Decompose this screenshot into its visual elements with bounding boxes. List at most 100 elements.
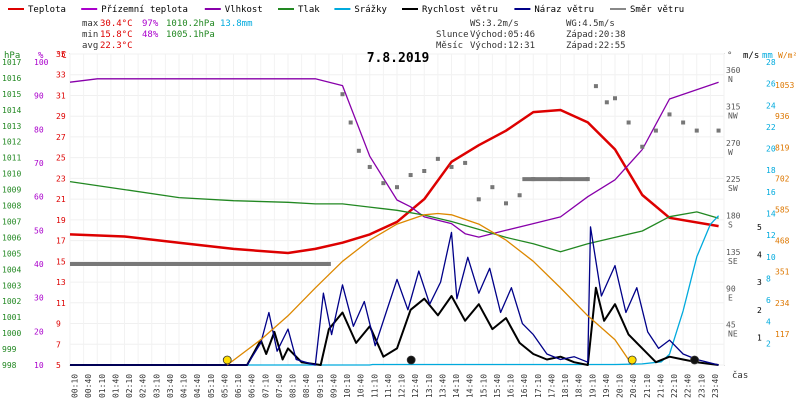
axis-wm2-unit: W/m² xyxy=(778,51,797,60)
x-tick-label: 04:10 xyxy=(180,374,189,398)
axis-wm2-tick: 117 xyxy=(775,330,790,339)
series-wind-dir-point xyxy=(348,120,353,125)
stats-avg-temp: 22.3°C xyxy=(100,41,133,51)
grid xyxy=(69,53,725,366)
series-teplota xyxy=(69,108,719,255)
axis-pct-tick: 10 xyxy=(34,361,44,370)
series-wind-dir-point xyxy=(367,164,372,169)
axis-hpa-unit: hPa xyxy=(4,51,20,61)
axis-dir-label: SE xyxy=(728,257,738,266)
x-tick-label: 18:10 xyxy=(561,374,570,398)
x-tick-label: 01:10 xyxy=(98,374,107,398)
legend: Teplota Přízemní teplota Vlhkost Tlak Srážky… xyxy=(8,5,684,15)
marker-moonset xyxy=(690,355,699,365)
stats-max-rain: 13.8mm xyxy=(220,19,253,29)
axis-wm2-tick: 468 xyxy=(775,237,790,246)
axis-temp-tick: 29 xyxy=(56,112,66,121)
axis-hpa-tick: 1013 xyxy=(2,122,21,131)
legend-label: Rychlost větru xyxy=(422,5,498,15)
axis-mm-tick: 24 xyxy=(766,101,776,110)
info-moon-label: Měsíc xyxy=(436,41,463,51)
axis-temp-tick: 25 xyxy=(56,154,66,163)
axis-temp-tick: 15 xyxy=(56,257,66,266)
series-sr-ky xyxy=(70,215,720,366)
axis-dir-label: NW xyxy=(728,111,738,120)
series-wind-dir-point xyxy=(626,120,631,125)
x-tick-label: 18:40 xyxy=(575,374,584,398)
x-tick-label: 10:10 xyxy=(343,374,352,398)
stats-min-hum: 48% xyxy=(142,30,159,40)
series-wind-dir-point xyxy=(381,181,386,186)
axis-pct-tick: 40 xyxy=(34,260,44,269)
axis-temp-tick: 27 xyxy=(56,133,66,142)
x-tick-label: 23:40 xyxy=(711,374,720,398)
x-tick-label: 06:10 xyxy=(234,374,243,398)
series-n-raz-v-tru xyxy=(70,226,719,366)
axis-pct-tick: 20 xyxy=(34,327,44,336)
info-sun-rise: Východ:05:46 xyxy=(470,30,535,40)
series-vlhkost xyxy=(69,78,719,238)
axis-pct-tick: 70 xyxy=(34,159,44,168)
axis-ms-tick: 3 xyxy=(757,278,762,287)
series-wind-dir-point xyxy=(449,164,454,169)
x-tick-label: 02:10 xyxy=(125,374,134,398)
axis-dir-label: NE xyxy=(728,330,738,339)
axis-dir-label: SW xyxy=(728,184,738,193)
x-tick-label: 09:40 xyxy=(329,374,338,398)
x-tick-label: 22:10 xyxy=(670,374,679,398)
x-tick-label: 23:10 xyxy=(697,374,706,398)
legend-label: Vlhkost xyxy=(225,5,263,15)
axis-hpa-tick: 1005 xyxy=(2,249,21,258)
series-wind-dir-point xyxy=(653,128,658,133)
x-tick-label: 01:40 xyxy=(111,374,120,398)
series-wind-dir-point xyxy=(422,169,427,173)
legend-label: Náraz větru xyxy=(534,5,594,15)
x-tick-label: 12:10 xyxy=(398,374,407,398)
x-tick-label: 05:40 xyxy=(220,374,229,398)
x-tick-label: 08:10 xyxy=(289,374,298,398)
x-tick-label: 02:40 xyxy=(139,374,148,398)
series-wind-dir-point xyxy=(435,156,440,161)
legend-label: Tlak xyxy=(298,5,320,15)
axis-temp-tick: 5 xyxy=(56,361,61,370)
info-wg: WG:4.5m/s xyxy=(566,19,615,29)
x-tick-label: 21:40 xyxy=(656,374,665,398)
axis-dir-tick: 360 xyxy=(726,66,741,75)
stats-block: max 30.4°C 97% 1010.2hPa 13.8mm min 15.8… xyxy=(82,19,253,51)
stats-min-temp: 15.8°C xyxy=(100,30,133,40)
x-tick-label: 11:40 xyxy=(384,374,393,398)
axis-wm2-tick: 585 xyxy=(775,206,790,215)
series-layer xyxy=(69,78,721,366)
x-tick-label: 22:40 xyxy=(684,374,693,398)
x-tick-label: 15:10 xyxy=(479,374,488,398)
x-tick-label: 07:10 xyxy=(261,374,270,398)
x-tick-label: 08:40 xyxy=(302,374,311,398)
axis-mm-tick: 18 xyxy=(766,166,776,175)
axis-temp-tick: 9 xyxy=(56,320,61,329)
x-tick-label: 04:40 xyxy=(193,374,202,398)
series-wind-dir-point xyxy=(593,84,598,89)
axis-dir-tick: 45 xyxy=(726,321,736,330)
x-tick-label: 21:10 xyxy=(643,374,652,398)
x-tick-label: 19:40 xyxy=(602,374,611,398)
legend-label: Srážky xyxy=(354,5,387,15)
x-tick-label: 12:40 xyxy=(411,374,420,398)
x-tick-label: 19:10 xyxy=(588,374,597,398)
axis-mm-tick: 4 xyxy=(766,318,771,327)
marker-moonrise xyxy=(406,355,416,365)
x-tick-label: 17:40 xyxy=(547,374,556,398)
info-sun-set: Západ:20:38 xyxy=(566,30,626,40)
axis-mm-tick: 6 xyxy=(766,296,771,305)
axis-dir-tick: 135 xyxy=(726,248,741,257)
axis-hpa-tick: 1000 xyxy=(2,329,21,338)
x-tick-label: 03:10 xyxy=(152,374,161,398)
x-axis-label: čas xyxy=(732,370,748,381)
series-wind-dir-point xyxy=(667,112,672,117)
series-wind-dir-point xyxy=(463,160,468,165)
axis-temp-unit: °C xyxy=(56,51,67,61)
stats-max-temp: 30.4°C xyxy=(100,19,133,29)
axis-temp-tick: 11 xyxy=(56,299,66,308)
axis-mm-tick: 16 xyxy=(766,188,776,197)
axis-pct-tick: 50 xyxy=(34,226,44,235)
